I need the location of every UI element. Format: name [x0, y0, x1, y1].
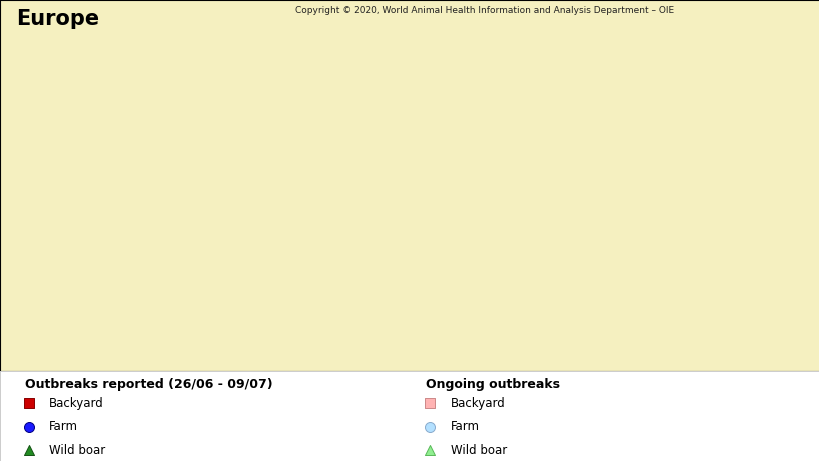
Text: Outbreaks reported (26/06 - 09/07): Outbreaks reported (26/06 - 09/07) [25, 378, 272, 391]
Text: Farm: Farm [49, 420, 78, 433]
Point [423, 447, 437, 454]
Point [22, 447, 35, 454]
Point [423, 400, 437, 407]
Text: Farm: Farm [450, 420, 479, 433]
Text: Ongoing outbreaks: Ongoing outbreaks [426, 378, 559, 391]
Text: Wild boar: Wild boar [49, 444, 106, 457]
Point [22, 423, 35, 431]
Text: Backyard: Backyard [450, 397, 505, 410]
Text: Wild boar: Wild boar [450, 444, 507, 457]
Text: Backyard: Backyard [49, 397, 104, 410]
Text: Copyright © 2020, World Animal Health Information and Analysis Department – OIE: Copyright © 2020, World Animal Health In… [295, 6, 673, 15]
Point [22, 400, 35, 407]
Point [423, 423, 437, 431]
Text: Europe: Europe [16, 9, 99, 30]
